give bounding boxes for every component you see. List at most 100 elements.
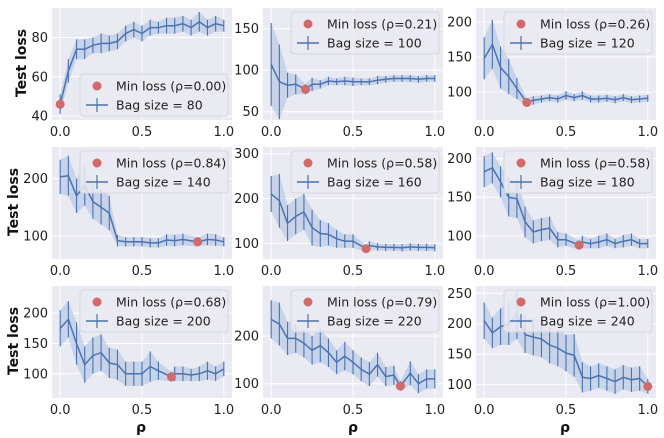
y-tick-label: 200 bbox=[447, 16, 472, 31]
min-loss-marker bbox=[643, 381, 653, 391]
y-tick-label: 200 bbox=[234, 192, 259, 207]
y-tick-label: 200 bbox=[234, 330, 259, 345]
y-tick-label: 250 bbox=[447, 287, 472, 302]
min-loss-marker bbox=[301, 84, 311, 94]
legend-min-marker bbox=[516, 19, 526, 29]
x-tick-label: 0.0 bbox=[50, 125, 71, 140]
legend-min-label: Min loss (ρ=0.68) bbox=[116, 295, 226, 310]
min-loss-marker bbox=[361, 244, 371, 254]
x-tick-label: 0.5 bbox=[343, 264, 364, 279]
x-tick-label: 0.5 bbox=[132, 125, 153, 140]
x-tick-label: 0.5 bbox=[343, 403, 364, 418]
legend: Min loss (ρ=0.58) Bag size = 160 bbox=[290, 150, 440, 194]
series-line bbox=[270, 64, 435, 91]
legend-bag-size-label: Bag size = 80 bbox=[116, 98, 203, 113]
y-tick-label: 200 bbox=[23, 307, 48, 322]
x-tick-label: 0.0 bbox=[261, 264, 282, 279]
y-tick-label: 100 bbox=[447, 229, 472, 244]
x-tick-label: 1.0 bbox=[637, 125, 658, 140]
x-tick-label: 0.0 bbox=[261, 403, 282, 418]
legend-bag-size-label: Bag size = 120 bbox=[540, 36, 635, 51]
y-tick-label: 150 bbox=[234, 22, 259, 37]
y-tick-label: 50 bbox=[242, 105, 259, 120]
subplot-2: 0.0 0.5 1.0 50 100 150 Min loss (ρ=0.21) Bag si… bbox=[234, 8, 445, 140]
x-tick-label: 1.0 bbox=[213, 403, 234, 418]
legend-min-marker bbox=[516, 158, 526, 168]
series-line bbox=[59, 20, 224, 105]
x-tick-label: 1.0 bbox=[213, 125, 234, 140]
y-tick-label: 40 bbox=[31, 110, 48, 125]
x-tick-label: 0.5 bbox=[556, 403, 577, 418]
series-group bbox=[483, 19, 649, 107]
y-tick-label: 150 bbox=[447, 191, 472, 206]
legend-box bbox=[290, 289, 440, 333]
xlabel-col-1: ρ bbox=[136, 420, 146, 436]
legend-min-marker bbox=[516, 297, 526, 307]
series-line bbox=[270, 318, 435, 388]
subplot-8: 0.0 0.5 1.0 100 200 Min loss (ρ=0.79) Bag size… bbox=[234, 286, 445, 418]
legend-bag-size-label: Bag size = 240 bbox=[540, 314, 635, 329]
subplot-4: 0.0 0.5 1.0 100 200 Min loss (ρ=0.84) Bag size… bbox=[23, 147, 234, 279]
legend: Min loss (ρ=0.26) Bag size = 120 bbox=[503, 11, 653, 55]
y-tick-label: 200 bbox=[447, 152, 472, 167]
legend-bag-size-label: Bag size = 220 bbox=[327, 314, 422, 329]
legend: Min loss (ρ=0.58) Bag size = 180 bbox=[503, 150, 653, 194]
x-tick-label: 0.5 bbox=[343, 125, 364, 140]
legend-min-label: Min loss (ρ=0.58) bbox=[540, 156, 650, 171]
legend-box bbox=[290, 150, 440, 194]
legend-min-label: Min loss (ρ=0.58) bbox=[327, 156, 437, 171]
legend: Min loss (ρ=0.68) Bag size = 200 bbox=[79, 289, 229, 333]
y-tick-label: 150 bbox=[447, 348, 472, 363]
x-tick-label: 1.0 bbox=[424, 264, 445, 279]
x-tick-label: 0.0 bbox=[261, 125, 282, 140]
y-tick-label: 100 bbox=[23, 367, 48, 382]
x-tick-label: 0.5 bbox=[132, 264, 153, 279]
legend-bag-size-label: Bag size = 180 bbox=[540, 175, 635, 190]
x-tick-label: 0.0 bbox=[474, 403, 495, 418]
subplot-6: 0.0 0.5 1.0 100 150 200 Min loss (ρ=0.58) Bag s… bbox=[447, 147, 658, 279]
x-tick-label: 0.5 bbox=[132, 403, 153, 418]
legend-box bbox=[503, 289, 653, 333]
y-tick-label: 100 bbox=[447, 86, 472, 101]
legend-bag-size-label: Bag size = 100 bbox=[327, 36, 422, 51]
legend-bag-size-label: Bag size = 160 bbox=[327, 175, 422, 190]
y-tick-label: 150 bbox=[23, 337, 48, 352]
min-loss-marker bbox=[395, 381, 405, 391]
series-line bbox=[270, 193, 435, 250]
series-line bbox=[483, 166, 648, 246]
y-tick-label: 100 bbox=[447, 378, 472, 393]
legend-bag-size-label: Bag size = 200 bbox=[116, 314, 211, 329]
legend: Min loss (ρ=0.79) Bag size = 220 bbox=[290, 289, 440, 333]
ylabel-row-2: Test loss bbox=[6, 168, 22, 236]
y-tick-label: 200 bbox=[23, 172, 48, 187]
legend: Min loss (ρ=1.00) Bag size = 240 bbox=[503, 289, 653, 333]
series-group bbox=[59, 301, 225, 386]
y-tick-label: 300 bbox=[234, 147, 259, 162]
legend-min-marker bbox=[92, 81, 102, 91]
x-tick-label: 1.0 bbox=[213, 264, 234, 279]
ylabel-row-3: Test loss bbox=[6, 307, 22, 375]
legend-min-label: Min loss (ρ=0.26) bbox=[540, 17, 650, 32]
legend-box bbox=[79, 289, 229, 333]
x-tick-label: 0.5 bbox=[556, 125, 577, 140]
y-tick-label: 100 bbox=[23, 230, 48, 245]
subplot-5: 0.0 0.5 1.0 100 200 300 Min loss (ρ=0.58) Bag s… bbox=[234, 147, 445, 279]
legend: Min loss (ρ=0.84) Bag size = 140 bbox=[79, 150, 229, 194]
legend-box bbox=[503, 11, 653, 55]
y-tick-label: 100 bbox=[234, 237, 259, 252]
y-tick-label: 100 bbox=[234, 64, 259, 79]
x-tick-label: 1.0 bbox=[637, 264, 658, 279]
y-tick-label: 60 bbox=[31, 70, 48, 85]
legend-min-marker bbox=[303, 158, 313, 168]
legend-box bbox=[79, 150, 229, 194]
legend-min-marker bbox=[92, 158, 102, 168]
y-tick-label: 100 bbox=[234, 377, 259, 392]
x-tick-label: 0.5 bbox=[556, 264, 577, 279]
legend-min-marker bbox=[303, 19, 313, 29]
xlabel-col-3: ρ bbox=[560, 420, 570, 436]
y-tick-label: 200 bbox=[447, 317, 472, 332]
legend-box bbox=[503, 150, 653, 194]
x-tick-label: 0.0 bbox=[474, 264, 495, 279]
series-group bbox=[59, 11, 225, 115]
